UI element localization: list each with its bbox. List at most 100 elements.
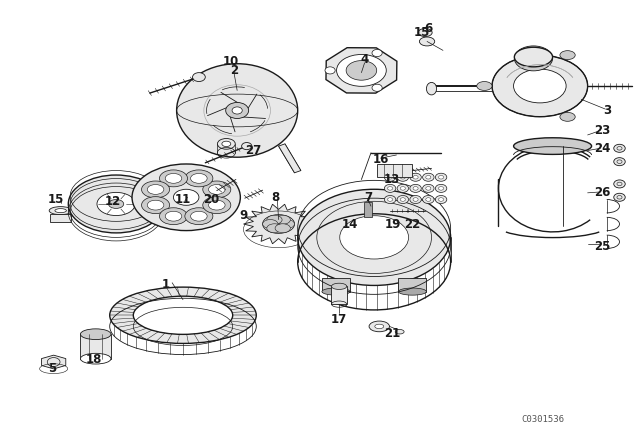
- Ellipse shape: [275, 215, 291, 224]
- Text: 14: 14: [342, 217, 358, 231]
- Circle shape: [614, 193, 625, 201]
- Ellipse shape: [513, 69, 566, 103]
- Ellipse shape: [141, 181, 170, 198]
- Text: 19: 19: [385, 217, 401, 231]
- Ellipse shape: [340, 216, 408, 259]
- Circle shape: [426, 198, 431, 201]
- Ellipse shape: [203, 181, 231, 198]
- Circle shape: [388, 198, 393, 201]
- Circle shape: [193, 73, 205, 82]
- Ellipse shape: [49, 207, 72, 215]
- Ellipse shape: [513, 138, 591, 155]
- Ellipse shape: [419, 37, 435, 46]
- Ellipse shape: [191, 211, 207, 221]
- Text: 4: 4: [360, 53, 369, 66]
- Ellipse shape: [477, 82, 492, 90]
- Circle shape: [413, 198, 418, 201]
- Bar: [322, 278, 350, 292]
- Ellipse shape: [133, 296, 233, 334]
- Ellipse shape: [560, 51, 575, 60]
- Circle shape: [397, 195, 408, 203]
- Circle shape: [372, 84, 382, 91]
- Ellipse shape: [267, 224, 282, 233]
- Circle shape: [325, 67, 335, 74]
- Text: 26: 26: [594, 186, 611, 199]
- Ellipse shape: [267, 215, 282, 224]
- Ellipse shape: [337, 55, 387, 86]
- Ellipse shape: [279, 220, 294, 228]
- Bar: [378, 164, 412, 177]
- Ellipse shape: [185, 170, 213, 187]
- Text: 7: 7: [365, 191, 372, 204]
- Circle shape: [372, 49, 382, 56]
- Ellipse shape: [97, 192, 135, 215]
- Text: 17: 17: [331, 313, 348, 326]
- Circle shape: [400, 187, 405, 190]
- Ellipse shape: [395, 330, 404, 334]
- Ellipse shape: [492, 55, 588, 116]
- Ellipse shape: [177, 64, 298, 157]
- Ellipse shape: [147, 200, 164, 210]
- Circle shape: [385, 173, 396, 181]
- Text: 10: 10: [223, 55, 239, 68]
- Ellipse shape: [185, 208, 213, 224]
- Text: 1: 1: [162, 278, 170, 291]
- Ellipse shape: [159, 170, 188, 187]
- Bar: [398, 278, 426, 292]
- Ellipse shape: [222, 141, 231, 146]
- Text: 24: 24: [594, 142, 611, 155]
- Circle shape: [226, 103, 248, 118]
- Circle shape: [422, 185, 434, 192]
- Text: 3: 3: [604, 104, 612, 117]
- Ellipse shape: [209, 185, 225, 194]
- Ellipse shape: [515, 46, 552, 71]
- Text: 23: 23: [594, 124, 611, 137]
- Ellipse shape: [109, 287, 256, 344]
- Text: 6: 6: [424, 22, 433, 34]
- Circle shape: [232, 107, 243, 114]
- Text: 11: 11: [175, 193, 191, 206]
- Circle shape: [388, 176, 393, 179]
- Ellipse shape: [262, 215, 294, 233]
- Ellipse shape: [369, 321, 390, 332]
- Text: 27: 27: [245, 144, 261, 157]
- Circle shape: [614, 158, 625, 166]
- Circle shape: [435, 195, 447, 203]
- Circle shape: [614, 144, 625, 152]
- Text: 2: 2: [230, 64, 238, 77]
- Text: 9: 9: [239, 209, 248, 222]
- Ellipse shape: [218, 138, 236, 149]
- Ellipse shape: [159, 208, 188, 224]
- Ellipse shape: [191, 173, 207, 183]
- Circle shape: [438, 198, 444, 201]
- Circle shape: [435, 185, 447, 192]
- Polygon shape: [278, 144, 301, 173]
- Ellipse shape: [209, 200, 225, 210]
- Text: 25: 25: [594, 240, 611, 253]
- Circle shape: [426, 187, 431, 190]
- Ellipse shape: [173, 189, 199, 205]
- Text: 18: 18: [86, 353, 102, 366]
- Circle shape: [614, 180, 625, 188]
- Circle shape: [413, 176, 418, 179]
- Text: 13: 13: [384, 173, 400, 186]
- Circle shape: [410, 185, 421, 192]
- Ellipse shape: [418, 29, 432, 37]
- Text: 21: 21: [384, 327, 400, 340]
- Ellipse shape: [203, 197, 231, 214]
- Bar: [332, 286, 347, 304]
- Ellipse shape: [55, 209, 67, 213]
- Bar: [51, 214, 71, 222]
- Polygon shape: [42, 355, 66, 369]
- Ellipse shape: [322, 288, 350, 295]
- Circle shape: [422, 173, 434, 181]
- Text: 8: 8: [271, 191, 280, 204]
- Circle shape: [422, 195, 434, 203]
- Ellipse shape: [346, 60, 377, 80]
- Ellipse shape: [275, 224, 291, 233]
- Ellipse shape: [165, 173, 182, 183]
- Ellipse shape: [262, 220, 278, 228]
- Text: 20: 20: [204, 193, 220, 206]
- Circle shape: [426, 176, 431, 179]
- Text: 15: 15: [47, 193, 64, 206]
